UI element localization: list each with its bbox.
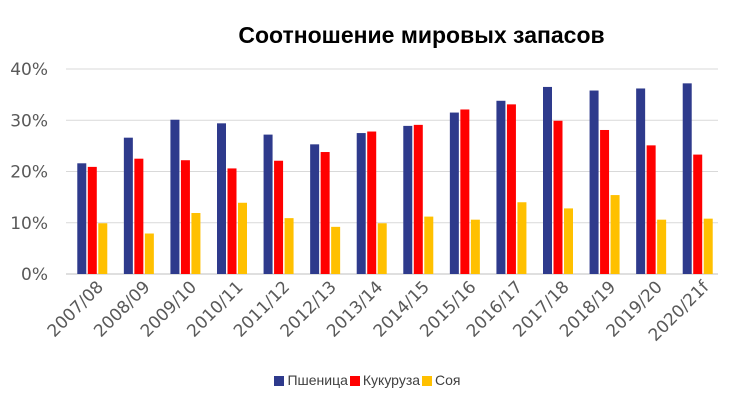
bar-corn [87,166,97,274]
bar-corn [553,120,563,274]
y-tick-label: 20% [10,163,48,183]
bar-soy [470,219,480,274]
legend-label: Соя [435,372,461,388]
bar-wheat [496,100,506,275]
bar-soy [284,218,294,274]
legend-swatch [274,376,285,386]
bar-wheat [77,163,87,274]
bar-soy [657,219,667,274]
y-tick-label: 10% [10,214,48,234]
bar-soy [564,208,573,274]
legend: Пшеница Кукуруза Соя [0,372,735,388]
bar-wheat [636,88,646,274]
bar-soy [238,202,247,274]
bar-corn [646,145,656,274]
bar-wheat [449,112,459,274]
bar-corn [506,104,516,274]
bar-corn [693,154,703,274]
legend-swatch [422,376,433,386]
bar-wheat [170,119,180,274]
bar-wheat [543,86,552,274]
bar-wheat [217,123,226,274]
bar-corn [180,160,190,274]
bar-wheat [123,137,133,274]
legend-item: Кукуруза [349,372,421,388]
bar-wheat [682,83,692,274]
bar-soy [98,223,108,274]
y-axis-tick-labels: 0% 10% 20% 30% 40% [10,60,48,285]
bar-corn [460,109,470,274]
bar-wheat [310,144,320,274]
bar-wheat [356,133,366,274]
bar-corn [227,168,237,274]
legend-label: Кукуруза [362,372,421,388]
bar-corn [367,131,377,274]
bar-soy [424,216,434,274]
bar-corn [134,158,144,274]
bar-wheat [263,134,273,274]
legend-swatch [349,376,360,386]
bar-soy [517,202,527,274]
bar-corn [320,152,330,274]
bar-soy [191,213,201,274]
x-axis-tick-labels: 2007/082008/092009/102010/112011/122012/… [44,277,714,346]
chart-title: Соотношение мировых запасов [238,22,605,48]
bar-wheat [403,125,413,274]
gridlines [66,68,718,275]
y-tick-label: 40% [10,60,48,80]
bars [77,83,713,275]
legend-item: Пшеница [274,372,348,388]
bar-soy [377,223,387,274]
bar-soy [703,218,713,274]
bar-corn [600,129,610,274]
bar-soy [610,195,620,274]
legend-item: Соя [422,372,461,388]
bar-soy [144,233,154,274]
bar-wheat [589,90,599,275]
bar-corn [274,160,284,274]
y-tick-label: 0% [21,265,48,285]
y-tick-label: 30% [10,111,48,131]
legend-label: Пшеница [287,372,348,388]
bar-corn [413,124,423,274]
bar-soy [331,226,341,274]
